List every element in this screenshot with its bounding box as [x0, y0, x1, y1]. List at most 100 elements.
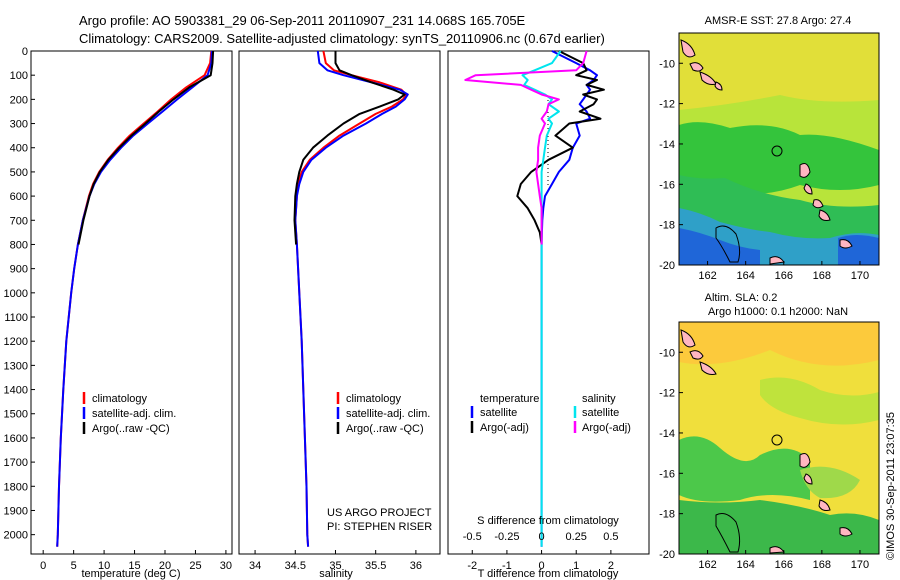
x-tick-label: 5	[71, 560, 77, 572]
y-tick-label: 1400	[4, 385, 28, 397]
x-tick-label: 35	[329, 560, 341, 572]
difference-legend: temperature satellite Argo(-adj) salinit…	[470, 393, 631, 434]
legend-argo-label: Argo(..raw -QC)	[92, 423, 170, 435]
map-y-tick-label: -14	[659, 428, 675, 440]
sla-low-south	[679, 500, 879, 554]
sla-mid-patch	[800, 466, 860, 499]
x-tick-label: 0	[40, 560, 46, 572]
legend-t-satellite-label: satellite	[480, 407, 517, 419]
x-tick-label: 15	[128, 560, 140, 572]
sla-low-center	[679, 436, 810, 502]
island	[803, 473, 813, 485]
y-tick-label: 1800	[4, 481, 28, 493]
difference-xticks: -2 -1 0 1 2	[467, 550, 614, 572]
island	[689, 350, 704, 360]
series-line-s-argo-adj-	[464, 50, 588, 245]
y-tick-label: 1500	[4, 409, 28, 421]
island	[680, 39, 696, 58]
map-x-tick-label: 166	[775, 559, 793, 571]
sla-map-title: Altim. SLA: 0.2	[705, 292, 778, 304]
top-tick-label: 0	[539, 531, 545, 543]
temperature-panel: 0100200300400500600700800900100011001200…	[4, 46, 233, 580]
sla-map-ticks: 162 164 166 168 170 -10 -12 -14 -16 -18 -20	[659, 347, 869, 571]
legend-t-argo-label: Argo(-adj)	[480, 422, 529, 434]
sst-map-title: AMSR-E SST: 27.8 Argo: 27.4	[705, 15, 852, 27]
difference-xlabel: T difference from climatology	[478, 568, 619, 580]
top-tick-label: 0.5	[603, 531, 618, 543]
sla-map-axes	[678, 321, 880, 555]
island	[839, 239, 853, 249]
legend-temperature-title: temperature	[480, 393, 539, 405]
y-tick-label: 100	[10, 70, 28, 82]
y-tick-label: 1900	[4, 505, 28, 517]
salinity-xlabel: salinity	[319, 568, 353, 580]
map-x-tick-label: 168	[813, 270, 831, 282]
island	[818, 499, 831, 511]
island	[714, 81, 723, 91]
map-y-tick-label: -20	[659, 260, 675, 272]
argo-position-marker	[771, 434, 783, 446]
series-line-argo-raw-qc-	[77, 50, 215, 245]
x-tick-label: 35.5	[365, 560, 386, 572]
y-tick-label: 500	[10, 167, 28, 179]
island	[699, 361, 717, 375]
pi-label: PI: STEPHEN RISER	[327, 521, 432, 533]
island	[689, 62, 704, 72]
x-tick-label: 34	[249, 560, 261, 572]
salinity-legend: climatology satellite-adj. clim. Argo(..…	[336, 392, 430, 435]
sst-green-band	[679, 122, 879, 194]
series-line-t-satellite	[540, 50, 598, 547]
map-y-tick-label: -16	[659, 179, 675, 191]
sla-map: Altim. SLA: 0.2 Argo h1000: 0.1 h2000: N…	[659, 292, 880, 571]
map-x-tick-label: 168	[813, 559, 831, 571]
sst-islands	[680, 39, 853, 265]
sla-field	[679, 322, 879, 554]
y-tick-label: 300	[10, 119, 28, 131]
header-line-2: Climatology: CARS2009. Satellite-adjuste…	[79, 31, 605, 46]
timestamp: ©IMOS 30-Sep-2011 23:07:35	[885, 412, 897, 560]
series-line-t-argo-adj-	[516, 50, 605, 245]
series-line-argo-raw-qc-	[293, 51, 406, 245]
x-tick-label: 25	[189, 560, 201, 572]
y-tick-label: 700	[10, 215, 28, 227]
sst-warm-north	[679, 33, 879, 110]
x-tick-label: -1	[502, 560, 512, 572]
map-x-tick-label: 162	[698, 270, 716, 282]
sst-map-axes	[678, 32, 880, 266]
series-line-climatology	[294, 50, 408, 547]
legend-argo-label: Argo(..raw -QC)	[346, 423, 424, 435]
temperature-axes	[30, 50, 233, 555]
x-tick-label: 0	[539, 560, 545, 572]
series-line-climatology	[56, 50, 213, 547]
legend-s-argo-label: Argo(-adj)	[582, 422, 631, 434]
sst-map: AMSR-E SST: 27.8 Argo: 27.4 162 164 166 168	[659, 15, 880, 282]
x-tick-label: 2	[608, 560, 614, 572]
y-tick-label: 1200	[4, 336, 28, 348]
y-tick-label: 200	[10, 94, 28, 106]
y-tick-label: 1100	[4, 312, 28, 324]
map-x-tick-label: 166	[775, 270, 793, 282]
y-tick-label: 1600	[4, 433, 28, 445]
series-line-satellite-adj-clim-	[294, 50, 409, 547]
map-y-tick-label: -18	[659, 220, 675, 232]
temperature-yticks: 0 100 200 300 400 500 600 700 800 900 1000 1100 1200…	[4, 46, 35, 542]
x-tick-label: 34.5	[285, 560, 306, 572]
top-tick-label: 0.25	[566, 531, 587, 543]
map-x-tick-label: 164	[736, 270, 754, 282]
y-tick-label: 1000	[4, 288, 28, 300]
map-y-tick-label: -20	[659, 549, 675, 561]
island	[812, 199, 824, 209]
x-tick-label: 20	[159, 560, 171, 572]
y-tick-label: 2000	[4, 530, 28, 542]
series-line-s-satellite	[521, 50, 562, 547]
x-tick-label: 36	[410, 560, 422, 572]
island	[818, 209, 831, 221]
map-x-tick-label: 164	[736, 559, 754, 571]
sla-islands	[680, 329, 853, 554]
y-tick-label: 800	[10, 239, 28, 251]
legend-salinity-title: salinity	[582, 393, 616, 405]
salinity-panel: 34 34.5 35 35.5 36 salinity climatology sate…	[238, 50, 441, 580]
island	[799, 453, 811, 468]
y-tick-label: 0	[22, 46, 28, 58]
